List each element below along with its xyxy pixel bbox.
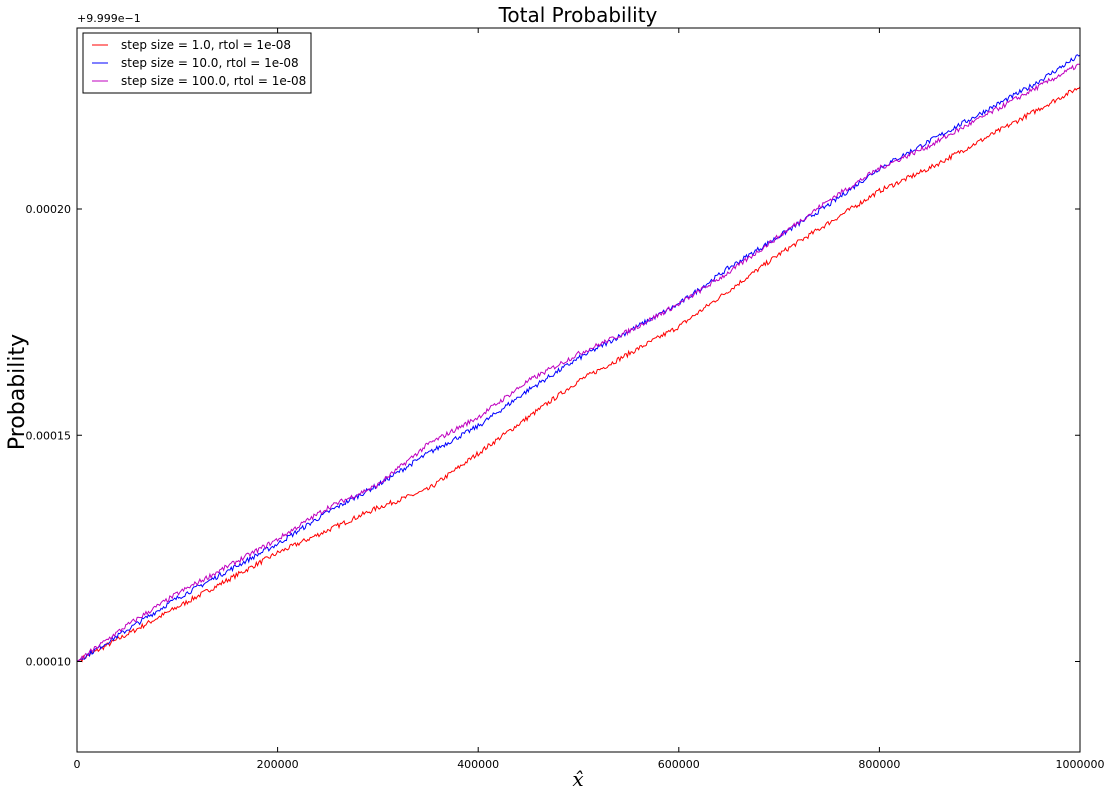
x-axis-label: x̂ (572, 767, 583, 791)
plot-frame (76, 27, 1081, 753)
y-tick-label: 0.00010 (26, 656, 72, 669)
series-line-2 (76, 54, 1081, 662)
y-tick-label: 0.00015 (26, 429, 72, 442)
y-tick-label: 0.00020 (26, 203, 72, 216)
y-axis-label: Probability (5, 334, 30, 450)
x-tick-label: 1000000 (1056, 758, 1105, 771)
x-tick-label: 0 (74, 758, 81, 771)
chart-title: Total Probability (498, 3, 658, 27)
legend: step size = 1.0, rtol = 1e-08 step size =… (82, 32, 312, 94)
x-tick-label: 400000 (457, 758, 499, 771)
legend-label-1: step size = 1.0, rtol = 1e-08 (121, 38, 291, 52)
x-tick-label: 800000 (858, 758, 900, 771)
x-tick-label: 200000 (257, 758, 299, 771)
legend-box (82, 32, 312, 94)
legend-label-2: step size = 10.0, rtol = 1e-08 (121, 56, 299, 70)
series-line-3 (76, 63, 1081, 662)
y-offset-text: +9.999e−1 (77, 12, 141, 25)
tick-layer: 0 200000 400000 600000 800000 1000000 0.00010 0… (26, 28, 1105, 771)
x-tick-label: 600000 (658, 758, 700, 771)
series-layer (76, 54, 1081, 663)
series-line-1 (76, 86, 1081, 663)
legend-label-3: step size = 100.0, rtol = 1e-08 (121, 74, 306, 88)
